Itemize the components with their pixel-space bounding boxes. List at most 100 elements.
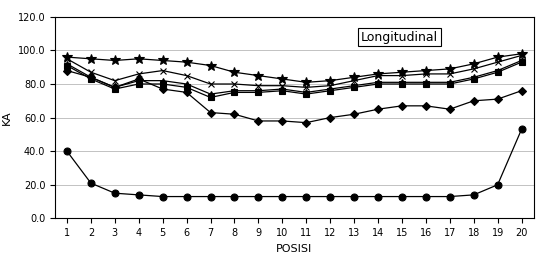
V — [422, 104, 429, 108]
VVV — [207, 92, 214, 96]
VRV — [87, 71, 94, 74]
Line: VV: VV — [64, 59, 524, 100]
VRV — [112, 79, 118, 82]
VRV — [64, 57, 70, 60]
VRV — [351, 79, 358, 82]
VV — [183, 86, 190, 89]
VV — [64, 64, 70, 67]
VRVRV — [303, 81, 310, 84]
VRVRV — [327, 79, 333, 82]
VV — [518, 60, 525, 64]
V — [87, 76, 94, 79]
Kontrol — [375, 195, 381, 198]
VVV — [160, 79, 166, 82]
VRV — [375, 74, 381, 77]
Line: VVV: VVV — [64, 58, 524, 97]
VVV — [447, 81, 453, 84]
Kontrol — [279, 195, 285, 198]
V — [231, 113, 238, 116]
Kontrol — [470, 193, 477, 197]
V — [518, 89, 525, 92]
VRVRV — [351, 76, 358, 79]
Kontrol — [135, 193, 142, 197]
Kontrol — [64, 150, 70, 153]
VRVRV — [494, 55, 501, 59]
Kontrol — [518, 128, 525, 131]
V — [351, 113, 358, 116]
Text: Longitudinal: Longitudinal — [361, 31, 438, 44]
Line: V: V — [64, 68, 524, 125]
VRV — [422, 72, 429, 76]
VRVRV — [399, 71, 405, 74]
VRV — [160, 69, 166, 72]
VRVRV — [447, 67, 453, 71]
V — [303, 121, 310, 124]
VVV — [470, 76, 477, 79]
VRV — [470, 67, 477, 71]
VRV — [399, 74, 405, 77]
Line: VRV: VRV — [63, 52, 525, 91]
VV — [375, 82, 381, 86]
VVV — [422, 81, 429, 84]
V — [494, 97, 501, 101]
VV — [112, 87, 118, 91]
V — [160, 87, 166, 91]
V — [327, 116, 333, 119]
VVV — [183, 82, 190, 86]
VV — [303, 92, 310, 96]
VRVRV — [470, 62, 477, 66]
V — [447, 108, 453, 111]
VV — [447, 82, 453, 86]
V — [375, 108, 381, 111]
VV — [327, 89, 333, 92]
VV — [255, 91, 262, 94]
VVV — [303, 91, 310, 94]
VVV — [135, 79, 142, 82]
Kontrol — [207, 195, 214, 198]
VRVRV — [518, 52, 525, 55]
Kontrol — [87, 181, 94, 185]
VVV — [279, 87, 285, 91]
VV — [160, 82, 166, 86]
VRV — [327, 84, 333, 87]
VRVRV — [64, 55, 70, 59]
VVV — [255, 89, 262, 92]
VVV — [87, 76, 94, 79]
V — [399, 104, 405, 108]
VV — [279, 89, 285, 92]
VRVRV — [231, 71, 238, 74]
VVV — [231, 89, 238, 92]
VV — [351, 86, 358, 89]
VVV — [375, 81, 381, 84]
VV — [87, 77, 94, 81]
VRVRV — [183, 60, 190, 64]
VRVRV — [207, 64, 214, 67]
Kontrol — [447, 195, 453, 198]
Kontrol — [183, 195, 190, 198]
Line: Kontrol: Kontrol — [63, 126, 525, 200]
VRVRV — [135, 57, 142, 60]
Kontrol — [160, 195, 166, 198]
VVV — [351, 84, 358, 87]
VRVRV — [279, 77, 285, 81]
VVV — [518, 59, 525, 62]
V — [64, 69, 70, 72]
V — [255, 119, 262, 123]
VRV — [207, 82, 214, 86]
Kontrol — [255, 195, 262, 198]
Kontrol — [422, 195, 429, 198]
VV — [422, 82, 429, 86]
VV — [231, 91, 238, 94]
VVV — [399, 81, 405, 84]
VVV — [64, 62, 70, 66]
VRV — [183, 74, 190, 77]
VV — [470, 77, 477, 81]
V — [207, 111, 214, 114]
VRVRV — [255, 74, 262, 77]
VRV — [447, 72, 453, 76]
V — [279, 119, 285, 123]
VRV — [494, 60, 501, 64]
VRVRV — [87, 57, 94, 60]
VRV — [231, 82, 238, 86]
VRV — [303, 86, 310, 89]
